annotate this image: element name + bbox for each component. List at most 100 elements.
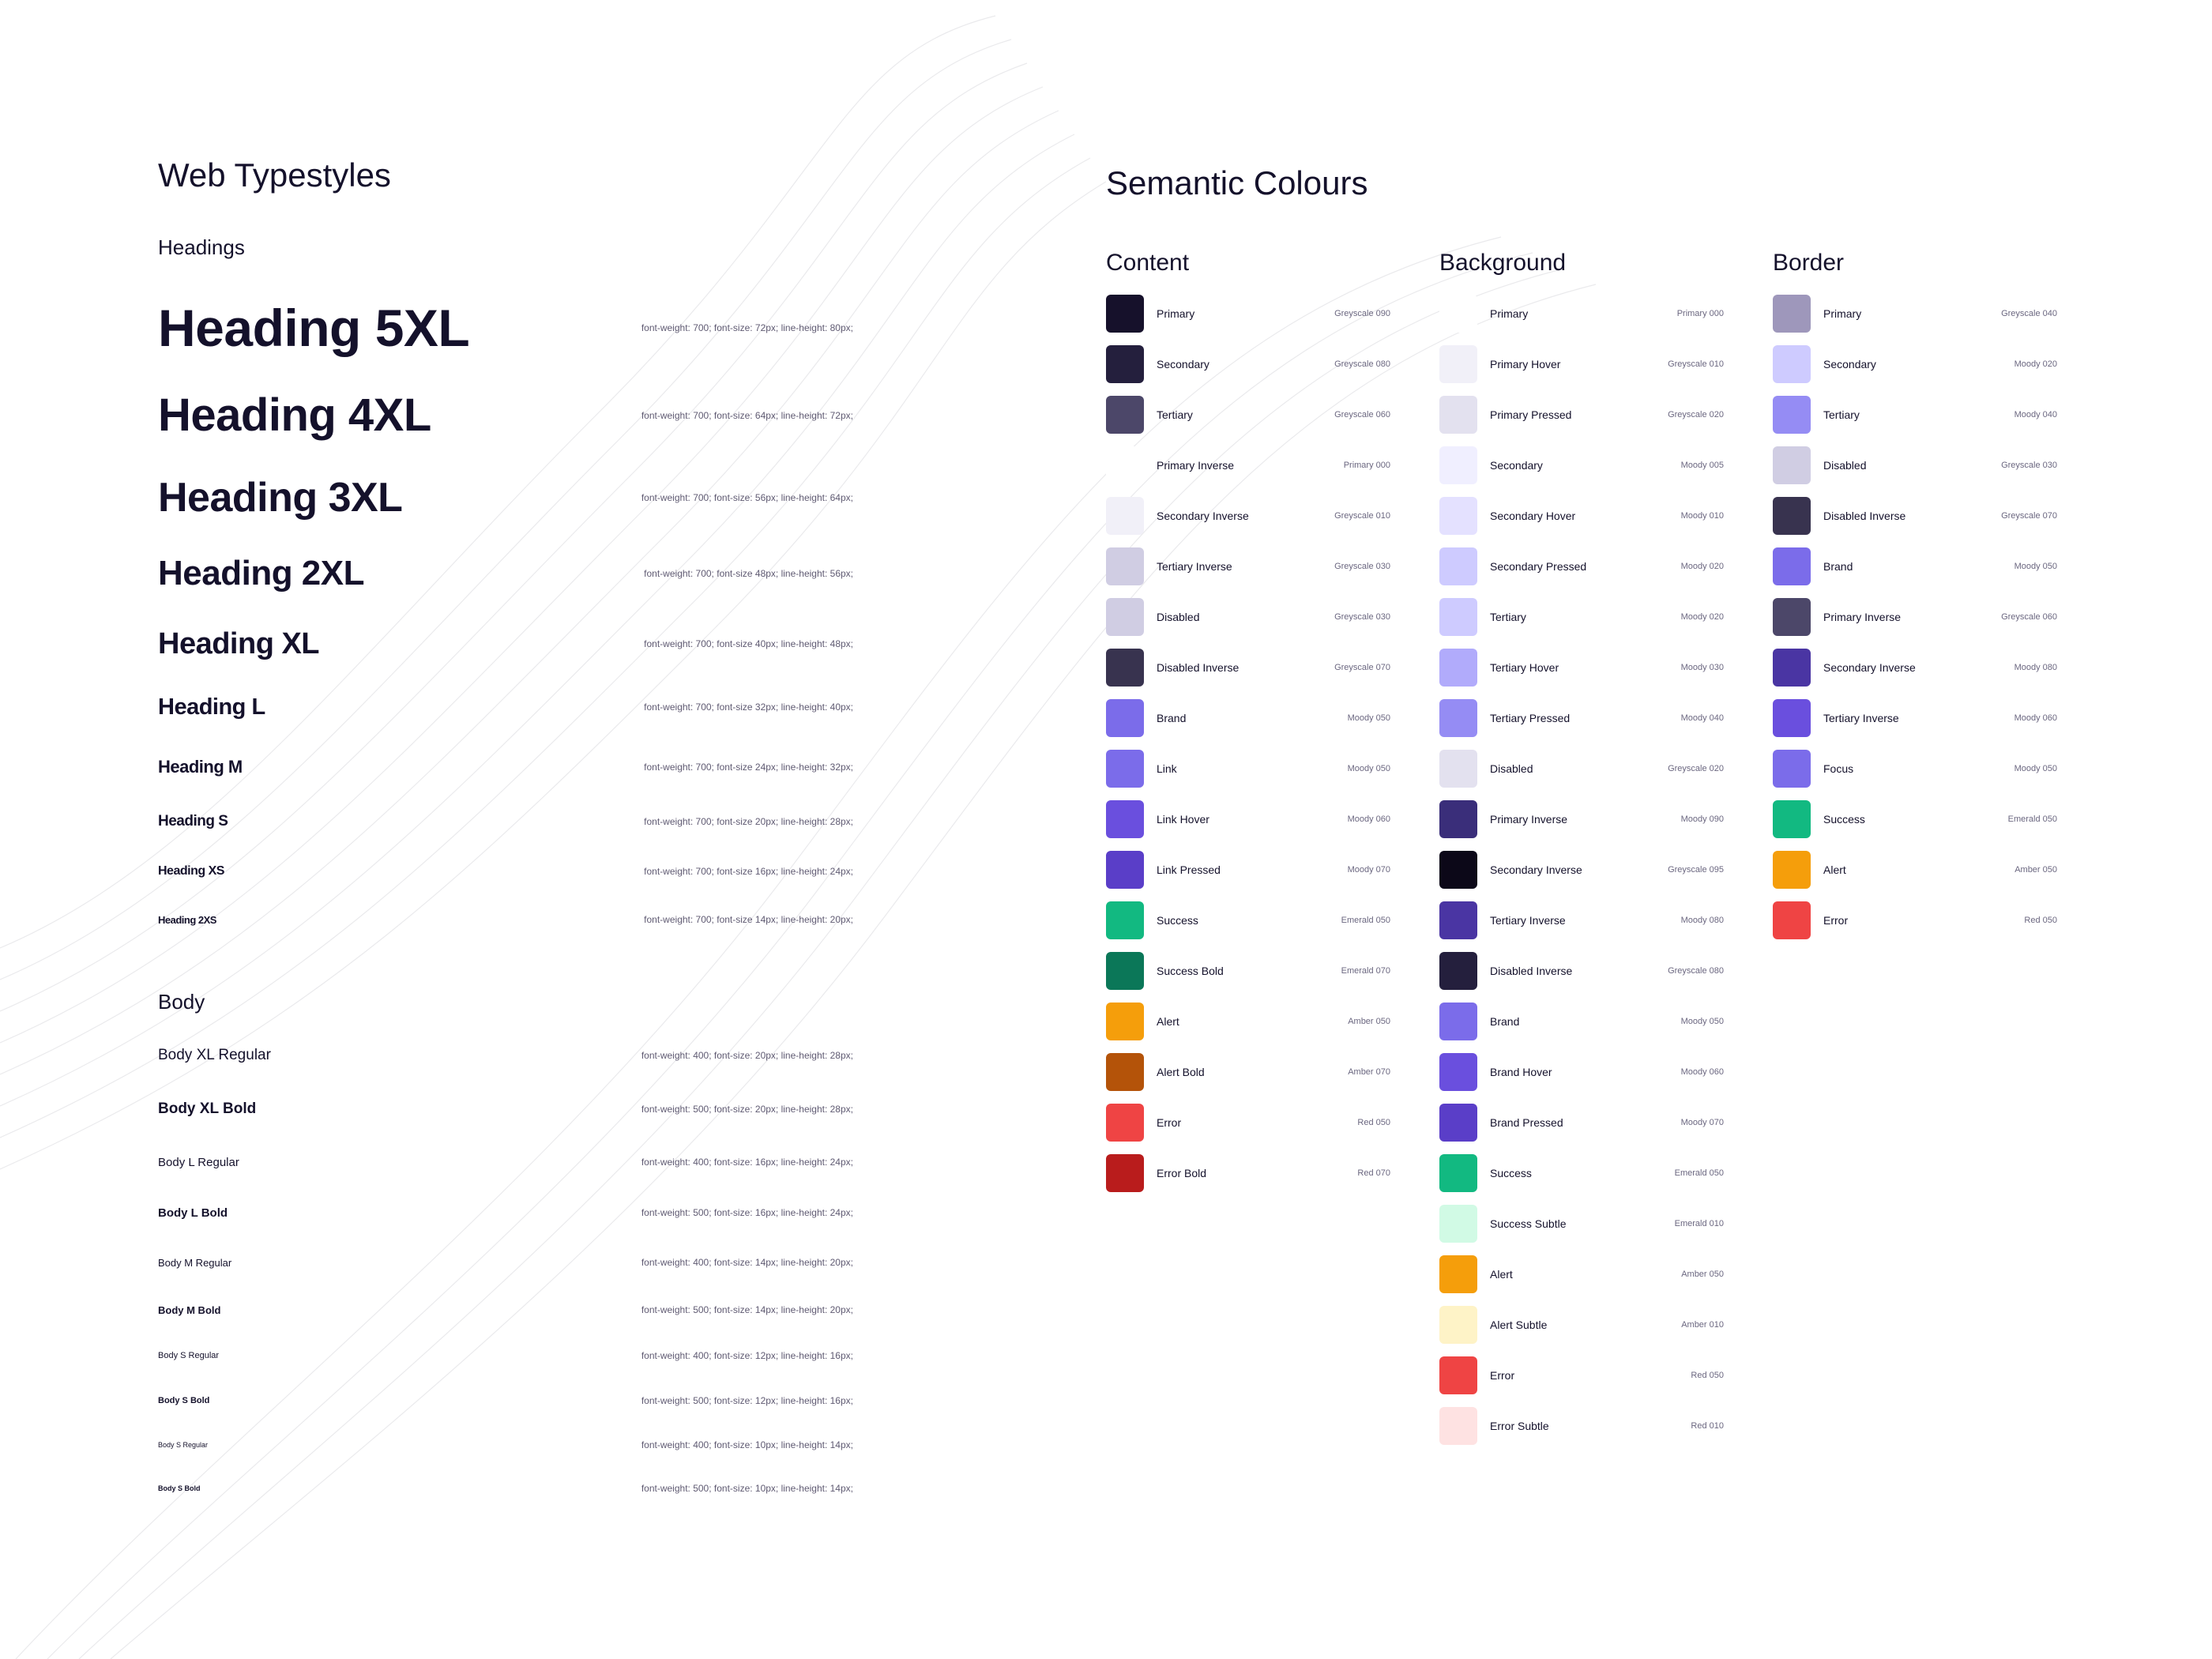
colour-name: Tertiary Inverse — [1823, 712, 1899, 724]
heading-style-spec: font-weight: 700; font-size 40px; line-h… — [644, 638, 853, 649]
heading-style-row: Heading 5XL font-weight: 700; font-size: … — [158, 295, 853, 360]
colour-token: Primary 000 — [1343, 461, 1390, 470]
colour-swatch — [1106, 901, 1144, 939]
background-colour-column: Background Primary Primary 000 Primary Hov… — [1439, 247, 1724, 1451]
colour-name: Alert — [1823, 863, 1846, 876]
colour-token: Moody 010 — [1680, 511, 1724, 521]
body-style-spec: font-weight: 500; font-size: 16px; line-… — [641, 1207, 853, 1218]
border-colour-row: Secondary Moody 020 — [1773, 339, 2057, 389]
colour-token: Primary 000 — [1676, 309, 1724, 318]
body-style-name: Body XL Bold — [158, 1100, 257, 1117]
colour-token: Greyscale 030 — [1334, 612, 1390, 622]
colour-swatch — [1439, 1356, 1477, 1394]
border-colour-row: Primary Greyscale 040 — [1773, 288, 2057, 339]
colour-swatch — [1106, 497, 1144, 535]
border-colour-row: Brand Moody 050 — [1773, 541, 2057, 592]
colour-token: Red 070 — [1357, 1168, 1390, 1178]
colour-name: Tertiary — [1157, 408, 1193, 421]
colour-token: Greyscale 080 — [1668, 966, 1724, 976]
colour-swatch — [1773, 295, 1811, 333]
body-style-name: Body S Regular — [158, 1351, 220, 1360]
background-colour-row: Disabled Inverse Greyscale 080 — [1439, 946, 1724, 996]
heading-style-row: Heading M font-weight: 700; font-size 24p… — [158, 756, 853, 778]
colour-token: Moody 005 — [1680, 461, 1724, 470]
body-style-spec: font-weight: 500; font-size: 10px; line-… — [641, 1483, 853, 1494]
background-colour-row: Secondary Pressed Moody 020 — [1439, 541, 1724, 592]
colour-token: Moody 060 — [1680, 1067, 1724, 1077]
background-colour-row: Primary Pressed Greyscale 020 — [1439, 389, 1724, 440]
colour-swatch — [1439, 547, 1477, 585]
border-colour-row: Secondary Inverse Moody 080 — [1773, 642, 2057, 693]
heading-style-spec: font-weight: 700; font-size 32px; line-h… — [644, 702, 853, 713]
colour-swatch — [1773, 800, 1811, 838]
colour-token: Greyscale 060 — [1334, 410, 1390, 419]
colour-swatch — [1106, 1154, 1144, 1192]
colour-token: Greyscale 070 — [2001, 511, 2057, 521]
colour-token: Greyscale 040 — [2001, 309, 2057, 318]
colour-token: Moody 020 — [2014, 359, 2057, 369]
body-style-row: Body S Bold font-weight: 500; font-size: … — [158, 1390, 853, 1412]
border-colour-row: Error Red 050 — [1773, 895, 2057, 946]
background-colour-row: Success Emerald 050 — [1439, 1148, 1724, 1198]
heading-style-name: Heading 2XS — [158, 913, 216, 926]
colour-token: Emerald 050 — [1341, 916, 1390, 925]
colour-token: Moody 080 — [2014, 663, 2057, 672]
content-colour-row: Disabled Greyscale 030 — [1106, 592, 1390, 642]
colour-name: Disabled Inverse — [1823, 510, 1906, 522]
colour-name: Secondary Inverse — [1823, 661, 1916, 674]
colour-name: Alert — [1490, 1268, 1513, 1281]
background-colour-row: Brand Moody 050 — [1439, 996, 1724, 1047]
body-style-row: Body L Bold font-weight: 500; font-size: … — [158, 1202, 853, 1224]
colour-token: Moody 020 — [1680, 612, 1724, 622]
body-style-name: Body S Bold — [158, 1484, 201, 1492]
colour-token: Greyscale 010 — [1668, 359, 1724, 369]
heading-style-spec: font-weight: 700; font-size: 56px; line-… — [641, 491, 853, 503]
colour-token: Moody 070 — [1347, 865, 1390, 875]
body-style-spec: font-weight: 400; font-size: 12px; line-… — [641, 1350, 853, 1361]
colour-swatch — [1106, 446, 1144, 484]
content-colour-row: Secondary Inverse Greyscale 010 — [1106, 491, 1390, 541]
body-style-spec: font-weight: 400; font-size: 20px; line-… — [641, 1050, 853, 1061]
border-colour-row: Tertiary Moody 040 — [1773, 389, 2057, 440]
colour-token: Red 050 — [2024, 916, 2057, 925]
heading-style-name: Heading L — [158, 694, 265, 720]
colour-name: Primary Inverse — [1490, 813, 1568, 826]
heading-style-spec: font-weight: 700; font-size: 64px; line-… — [641, 409, 853, 421]
colour-name: Success Bold — [1157, 965, 1224, 977]
border-colour-row: Disabled Inverse Greyscale 070 — [1773, 491, 2057, 541]
colour-name: Error — [1157, 1116, 1182, 1129]
content-colour-row: Secondary Greyscale 080 — [1106, 339, 1390, 389]
heading-style-name: Heading S — [158, 813, 228, 830]
colour-swatch — [1106, 851, 1144, 889]
colour-swatch — [1439, 1205, 1477, 1243]
content-colour-row: Brand Moody 050 — [1106, 693, 1390, 743]
heading-style-spec: font-weight: 700; font-size 24px; line-h… — [644, 762, 853, 773]
body-style-row: Body S Regular font-weight: 400; font-siz… — [158, 1345, 853, 1367]
heading-style-name: Heading M — [158, 757, 243, 777]
colour-name: Disabled — [1157, 611, 1200, 623]
border-colour-row: Disabled Greyscale 030 — [1773, 440, 2057, 491]
content-colour-row: Disabled Inverse Greyscale 070 — [1106, 642, 1390, 693]
heading-style-row: Heading S font-weight: 700; font-size 20p… — [158, 812, 853, 831]
background-colour-row: Secondary Hover Moody 010 — [1439, 491, 1724, 541]
body-style-spec: font-weight: 400; font-size: 14px; line-… — [641, 1257, 853, 1268]
heading-style-name: Heading XS — [158, 864, 224, 878]
colour-token: Moody 050 — [2014, 562, 2057, 571]
body-style-name: Body XL Regular — [158, 1047, 271, 1063]
heading-style-spec: font-weight: 700; font-size 48px; line-h… — [644, 567, 853, 579]
colour-swatch — [1773, 750, 1811, 788]
colour-name: Alert — [1157, 1015, 1179, 1028]
heading-style-name: Heading 5XL — [158, 298, 470, 357]
colour-swatch — [1439, 901, 1477, 939]
background-colour-row: Secondary Inverse Greyscale 095 — [1439, 845, 1724, 895]
heading-style-name: Heading 2XL — [158, 553, 365, 592]
colour-swatch — [1106, 345, 1144, 383]
border-colour-row: Alert Amber 050 — [1773, 845, 2057, 895]
heading-style-row: Heading XS font-weight: 700; font-size 16… — [158, 863, 853, 879]
colour-token: Greyscale 010 — [1334, 511, 1390, 521]
background-colour-row: Tertiary Hover Moody 030 — [1439, 642, 1724, 693]
colour-name: Alert Bold — [1157, 1066, 1205, 1078]
heading-style-spec: font-weight: 700; font-size: 72px; line-… — [641, 322, 853, 333]
colour-token: Greyscale 060 — [2001, 612, 2057, 622]
body-style-spec: font-weight: 500; font-size: 20px; line-… — [641, 1104, 853, 1115]
